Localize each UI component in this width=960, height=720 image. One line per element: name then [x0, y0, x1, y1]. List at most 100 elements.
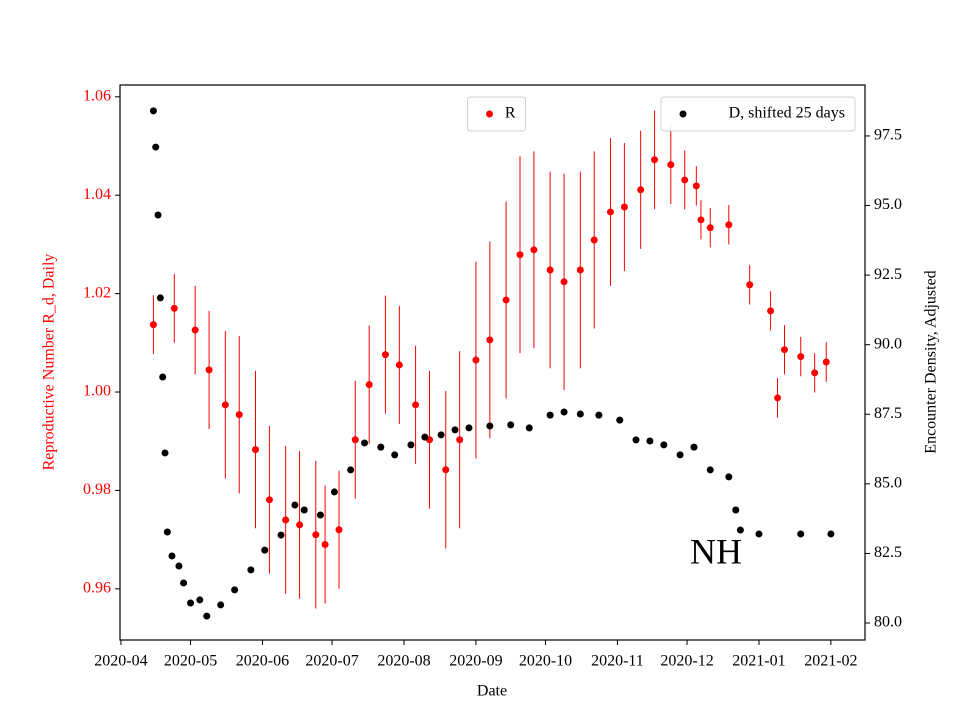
point	[456, 436, 464, 444]
point	[546, 411, 554, 419]
point	[381, 351, 389, 359]
point	[486, 336, 494, 344]
point	[217, 601, 225, 609]
point	[525, 424, 533, 432]
point	[736, 526, 744, 534]
x-tick-label: 2020-04	[94, 653, 147, 670]
y-tick-label: 1.04	[83, 186, 111, 203]
legend-marker	[486, 110, 493, 118]
point	[442, 466, 450, 474]
point	[530, 246, 538, 254]
point	[330, 488, 338, 496]
point	[365, 381, 373, 389]
point	[168, 552, 176, 560]
point	[231, 586, 239, 594]
legend: D, shifted 25 days	[660, 96, 856, 132]
point	[159, 373, 167, 381]
point	[637, 186, 645, 194]
point	[205, 366, 213, 374]
x-tick-label: 2020-05	[164, 653, 217, 670]
point	[606, 208, 614, 216]
point	[616, 416, 624, 424]
point	[755, 530, 763, 538]
point	[692, 182, 700, 190]
point	[706, 466, 714, 474]
point	[560, 408, 568, 416]
point	[421, 433, 429, 441]
x-axis-label: Date	[477, 683, 507, 700]
point	[351, 436, 359, 444]
x-tick-label: 2021-02	[804, 653, 857, 670]
y-axis-label: Reproductive Number R_d, Daily	[41, 254, 58, 471]
point	[170, 304, 178, 312]
point	[725, 473, 733, 481]
point	[187, 599, 195, 607]
point	[595, 411, 603, 419]
y-tick-label: 1.06	[83, 87, 111, 104]
point	[156, 294, 164, 302]
point	[746, 281, 754, 289]
x-tick-label: 2020-11	[591, 653, 644, 670]
point	[620, 203, 628, 211]
y-tick-label: 0.98	[83, 481, 111, 498]
point	[502, 296, 510, 304]
legend-label: D, shifted 25 days	[729, 105, 845, 122]
point	[335, 526, 343, 534]
point	[797, 530, 805, 538]
point	[149, 321, 157, 329]
point	[472, 356, 480, 364]
point	[697, 216, 705, 224]
point	[651, 156, 659, 164]
point	[391, 451, 399, 459]
point	[546, 266, 554, 274]
point	[667, 161, 675, 169]
point	[291, 501, 299, 509]
x-tick-label: 2020-08	[377, 653, 430, 670]
point	[247, 566, 255, 574]
y-tick-label: 0.96	[83, 580, 111, 597]
point	[175, 562, 183, 570]
point	[797, 353, 805, 361]
point	[676, 451, 684, 459]
x-tick-label: 2020-07	[305, 653, 358, 670]
point	[590, 236, 598, 244]
point	[395, 361, 403, 369]
point	[732, 506, 740, 514]
point	[486, 422, 494, 430]
y2-tick-label: 92.5	[874, 266, 902, 283]
point	[265, 496, 273, 504]
point	[576, 410, 584, 418]
point	[437, 431, 445, 439]
point	[277, 531, 285, 539]
point	[377, 443, 385, 451]
point	[780, 346, 788, 354]
point	[154, 211, 162, 219]
legend-marker	[679, 110, 687, 118]
y2-tick-label: 90.0	[874, 335, 902, 352]
point	[681, 176, 689, 184]
y-tick-label: 1.02	[83, 284, 111, 301]
plot-frame	[119, 84, 866, 641]
y2-tick-label: 87.5	[874, 405, 902, 422]
point	[660, 441, 668, 449]
x-tick-label: 2020-12	[660, 653, 713, 670]
annotation: NH	[690, 531, 742, 571]
x-tick-label: 2020-10	[519, 653, 572, 670]
legend: R	[467, 96, 526, 132]
legend-label: R	[505, 105, 516, 122]
point	[407, 441, 415, 449]
point	[646, 437, 654, 445]
point	[196, 596, 204, 604]
point	[191, 326, 199, 334]
point	[221, 401, 229, 409]
point	[706, 224, 714, 232]
x-tick-label: 2020-09	[449, 653, 502, 670]
point	[203, 612, 211, 620]
point	[282, 516, 290, 524]
point	[690, 443, 698, 451]
point	[632, 436, 640, 444]
point	[163, 528, 171, 536]
point	[316, 511, 324, 519]
